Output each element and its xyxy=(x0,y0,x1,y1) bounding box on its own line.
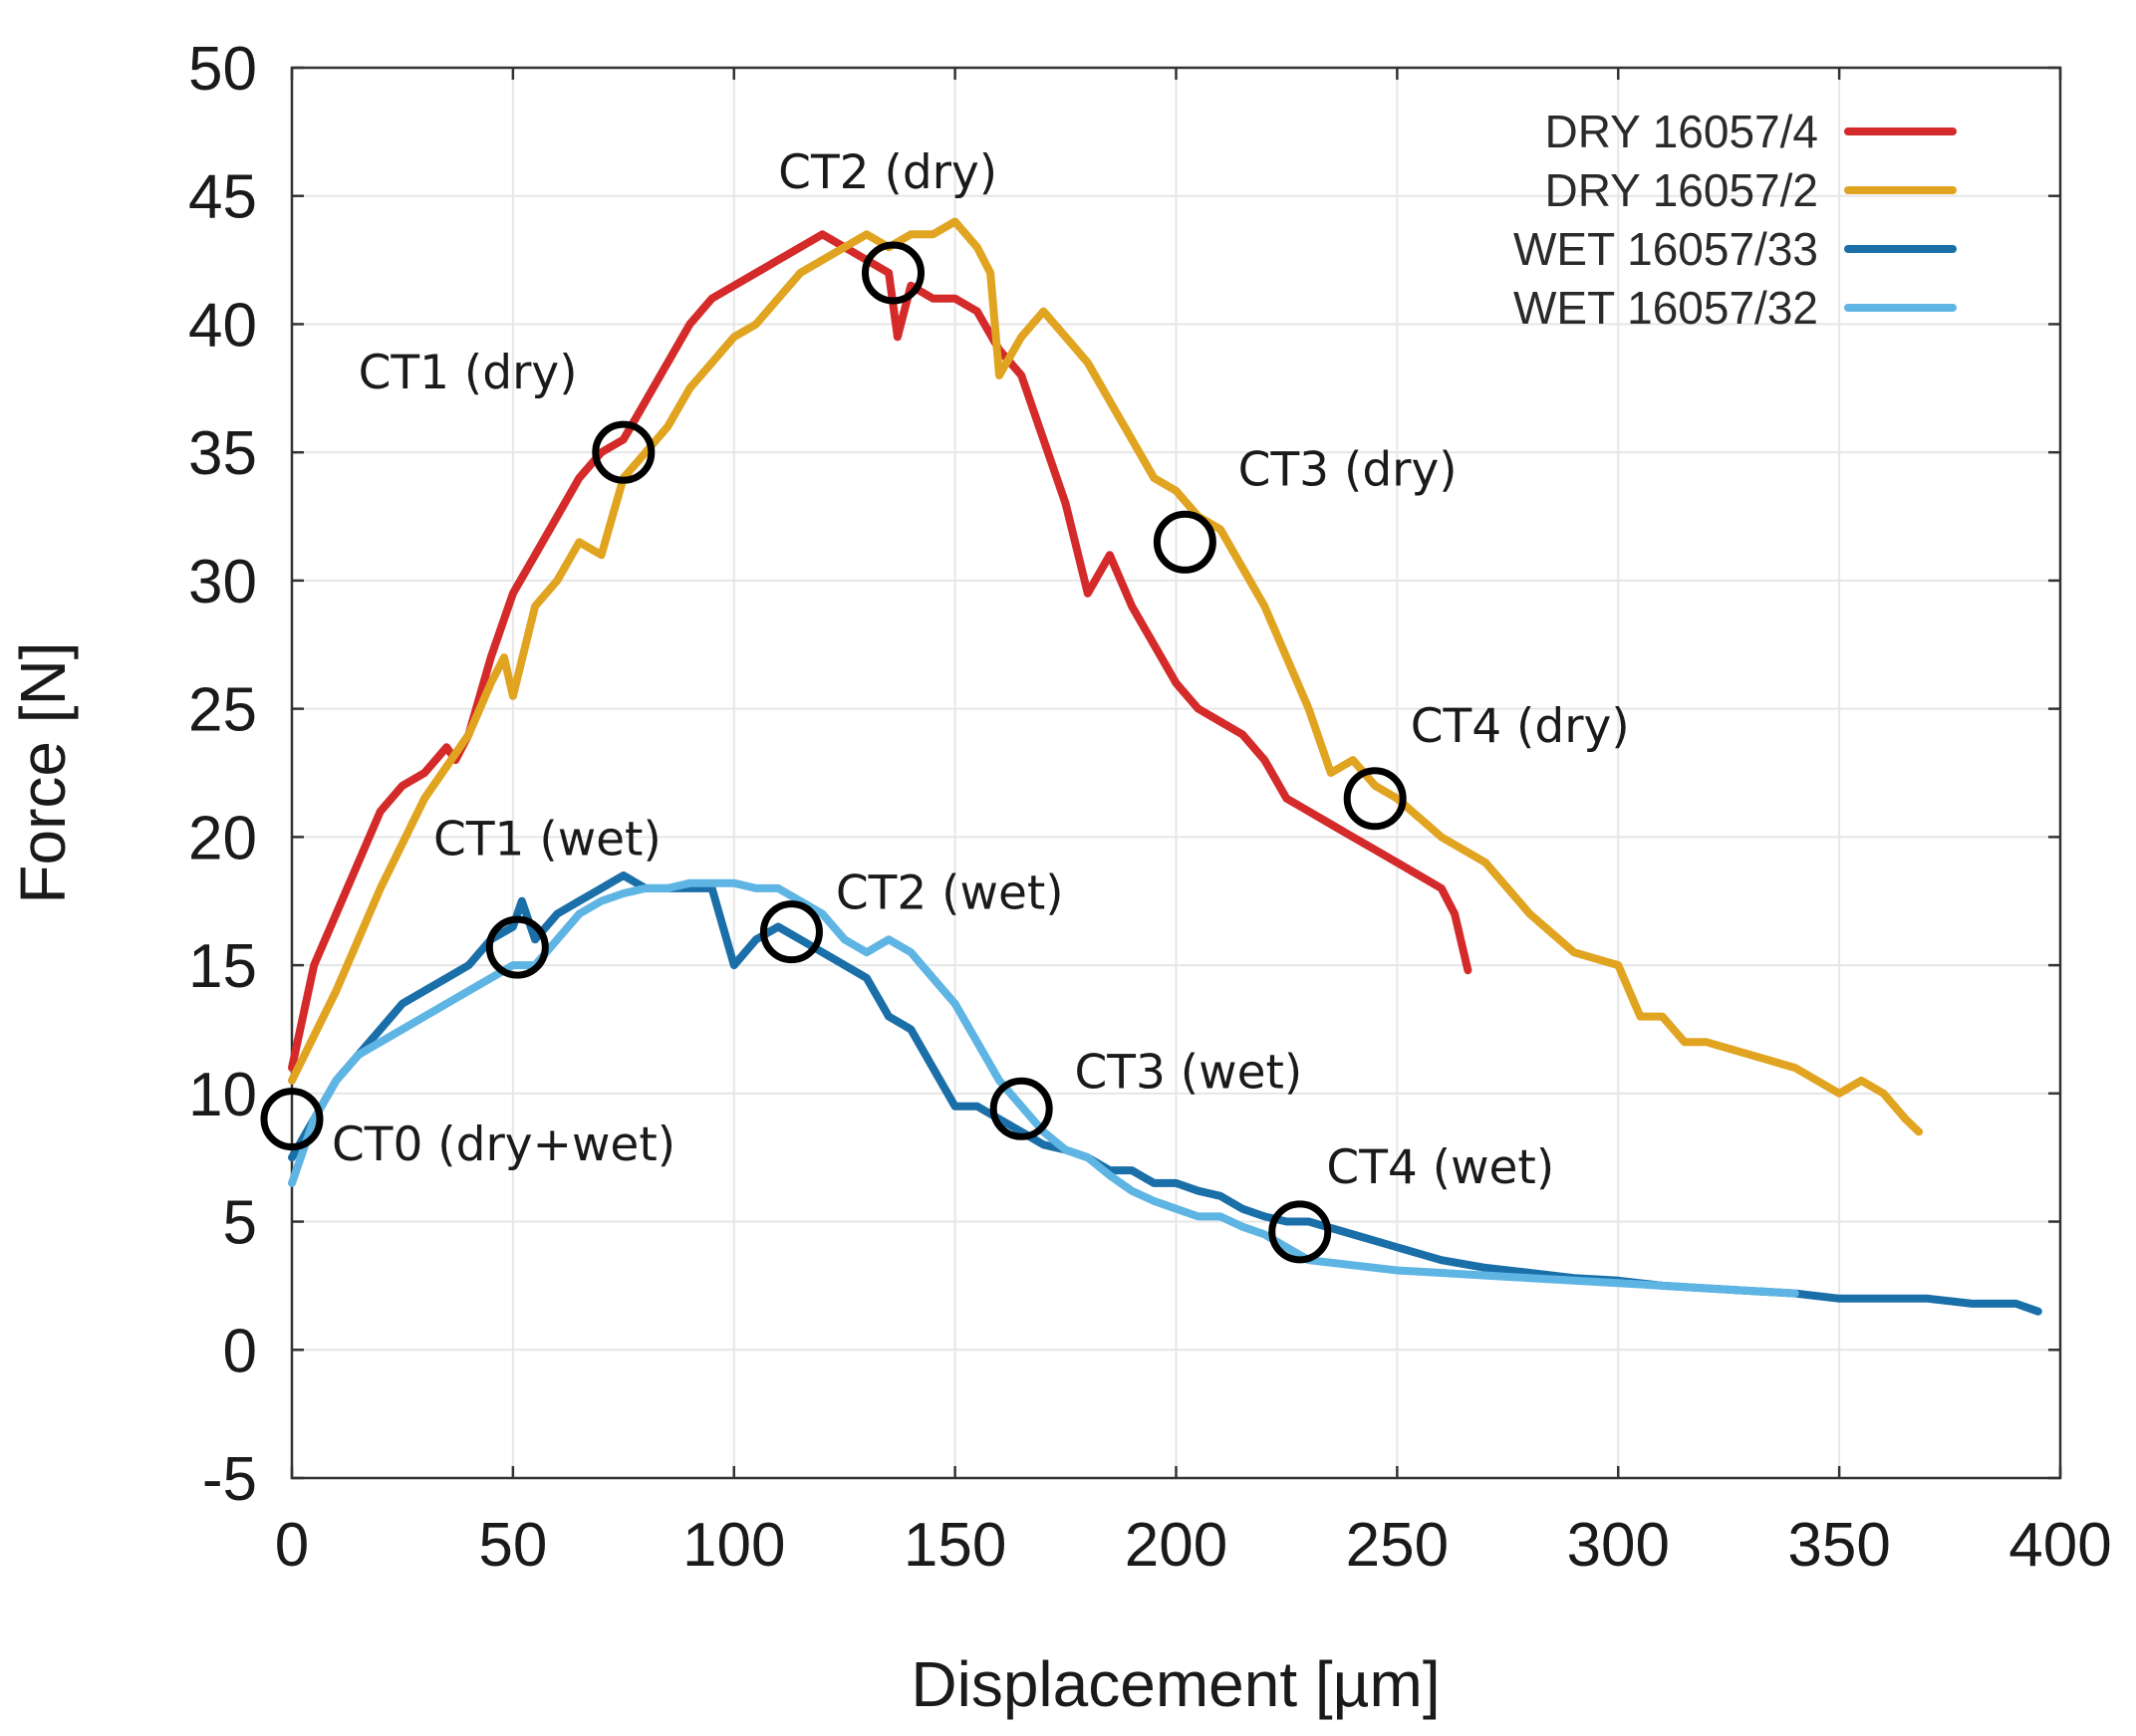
checkpoint-marker xyxy=(260,1088,324,1151)
legend-label: WET 16057/32 xyxy=(1513,282,1818,334)
legend-label: DRY 16057/4 xyxy=(1544,106,1818,157)
y-tick-label: 40 xyxy=(188,291,257,360)
x-tick-label: 250 xyxy=(1346,1511,1449,1580)
checkpoint-label: CT2 (wet) xyxy=(836,866,1064,920)
legend-label: DRY 16057/2 xyxy=(1544,164,1818,216)
axis-ticks: 0 50 100 150 200 250 300 350 400 -5 0 5 10 15 20 25 30 35… xyxy=(188,35,2112,1580)
y-tick-label: 5 xyxy=(223,1189,257,1258)
checkpoint-label: CT1 (dry) xyxy=(359,346,578,400)
series-line-2 xyxy=(288,217,1923,1136)
y-tick-label: 15 xyxy=(188,932,257,1001)
x-tick-label: 300 xyxy=(1567,1511,1670,1580)
y-tick-label: 30 xyxy=(188,548,257,617)
checkpoint-label: CT4 (dry) xyxy=(1411,699,1630,754)
y-tick-label: 45 xyxy=(188,163,257,232)
legend-label: WET 16057/33 xyxy=(1513,223,1818,275)
x-tick-label: 50 xyxy=(478,1511,547,1580)
checkpoint-label: CT0 (dry+wet) xyxy=(332,1117,675,1172)
grid xyxy=(291,67,2061,1479)
legend: DRY 16057/4 DRY 16057/2 WET 16057/33 WET 16… xyxy=(1513,106,1957,334)
checkpoint-marker xyxy=(862,241,925,305)
y-tick-label: 20 xyxy=(188,804,257,872)
checkpoint-label: CT3 (dry) xyxy=(1238,443,1458,498)
checkpoint-label: CT3 (wet) xyxy=(1074,1046,1302,1101)
y-tick-label: 25 xyxy=(188,676,257,745)
y-tick-label: -5 xyxy=(202,1445,257,1514)
x-tick-label: 350 xyxy=(1787,1511,1890,1580)
checkpoint-marker xyxy=(592,420,656,484)
checkpoint-marker xyxy=(485,915,549,979)
checkpoint-label: CT1 (wet) xyxy=(433,812,662,867)
checkpoint-marker xyxy=(1153,510,1216,574)
checkpoint-marker xyxy=(989,1077,1053,1140)
y-tick-label: 35 xyxy=(188,419,257,488)
checkpoint-marker xyxy=(1343,767,1407,831)
x-axis-title: Displacement [µm] xyxy=(911,1648,1440,1720)
checkpoint-marker xyxy=(1268,1200,1332,1264)
x-tick-label: 200 xyxy=(1125,1511,1227,1580)
y-axis-title: Force [N] xyxy=(7,641,79,903)
checkpoint-markers xyxy=(260,241,1407,1264)
x-tick-label: 150 xyxy=(904,1511,1006,1580)
checkpoint-label: CT2 (dry) xyxy=(778,145,997,200)
y-tick-label: 50 xyxy=(188,35,257,104)
x-tick-label: 0 xyxy=(275,1511,309,1580)
x-tick-label: 100 xyxy=(682,1511,785,1580)
y-tick-label: 0 xyxy=(223,1317,257,1385)
y-tick-label: 10 xyxy=(188,1061,257,1129)
x-tick-label: 400 xyxy=(2008,1511,2111,1580)
series-lines xyxy=(288,217,2042,1316)
checkpoint-labels: CT0 (dry+wet) CT1 (dry) CT2 (dry) CT3 (dry)… xyxy=(332,145,1630,1195)
checkpoint-label: CT4 (wet) xyxy=(1326,1140,1554,1195)
checkpoint-marker xyxy=(759,900,823,964)
